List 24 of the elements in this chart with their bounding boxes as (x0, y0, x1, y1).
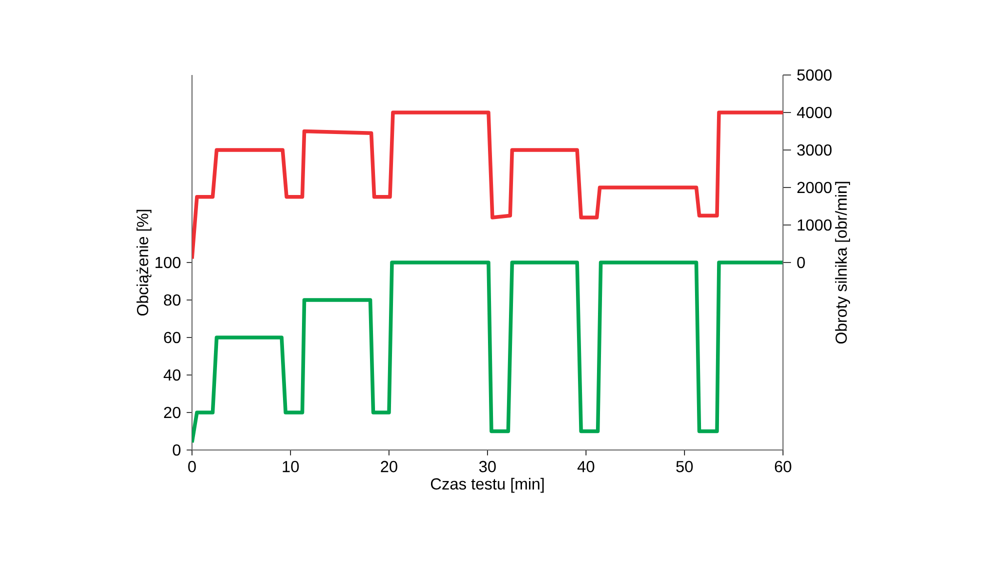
x-tick-label: 50 (676, 460, 693, 472)
y-axis-title: Obciążenie [%] (136, 210, 152, 316)
line-series (192, 260, 783, 444)
line-series (192, 110, 783, 261)
x-tick-label: 40 (577, 460, 594, 472)
y2-tick-label: 5000 (797, 69, 832, 81)
y-tick-label: 100 (156, 256, 180, 268)
x-tick-label: 60 (774, 460, 792, 472)
x-axis-title: Czas testu [min] (430, 478, 544, 493)
y2-tick-label: 1000 (798, 219, 832, 231)
y2-tick-label: 0 (797, 256, 805, 268)
y-tick-label: 40 (164, 369, 180, 381)
y-tick-label: 80 (164, 294, 180, 306)
y2-tick-label: 3000 (797, 144, 832, 156)
y-tick-label: 20 (164, 406, 180, 418)
y2-axis-title: Obroty silnika [obr/min] (835, 182, 850, 344)
x-tick-label: 0 (188, 460, 196, 472)
y2-tick-label: 4000 (796, 106, 832, 118)
y-tick-label: 0 (172, 444, 180, 456)
x-tick-label: 10 (282, 460, 299, 472)
y2-tick-label: 2000 (797, 182, 832, 194)
y-tick-label: 60 (164, 332, 180, 344)
x-tick-label: 20 (380, 460, 398, 472)
x-tick-label: 30 (479, 460, 496, 472)
